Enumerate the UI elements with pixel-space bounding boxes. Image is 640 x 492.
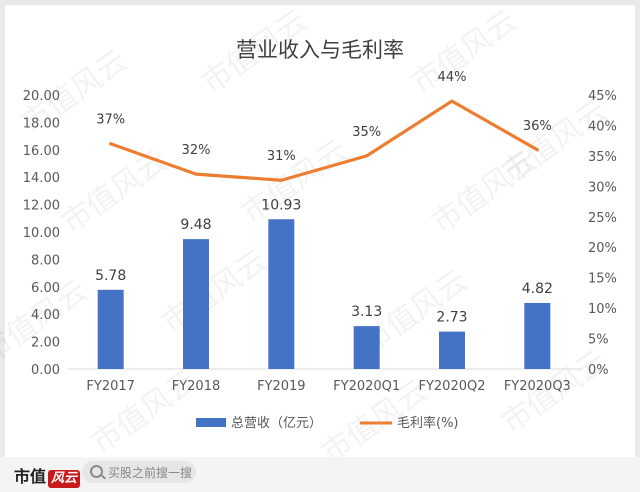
chart-title: 营业收入与毛利率 bbox=[236, 38, 404, 62]
left-axis-tick: 16.00 bbox=[23, 144, 60, 159]
footer-bar: 市值 风云 买股之前搜一搜 bbox=[0, 457, 640, 492]
gross-margin-point bbox=[194, 172, 198, 176]
right-axis: 0% 5% 10% 15% 20% 25% 30% 35% 40% 45% bbox=[588, 89, 617, 378]
x-axis-tick: FY2019 bbox=[257, 379, 306, 394]
legend-label-revenue: 总营收（亿元） bbox=[231, 416, 322, 431]
logo-text: 市值 bbox=[14, 467, 47, 486]
gross-margin-label: 35% bbox=[352, 125, 381, 140]
revenue-bar-label: 4.82 bbox=[522, 281, 553, 297]
right-axis-tick: 10% bbox=[588, 302, 617, 317]
gross-margin-point bbox=[279, 178, 283, 182]
revenue-bar-label: 2.73 bbox=[436, 310, 467, 326]
left-axis-tick: 14.00 bbox=[23, 171, 60, 186]
revenue-bar-label: 3.13 bbox=[351, 304, 382, 320]
revenue-bar-label: 9.48 bbox=[180, 217, 211, 233]
watermark-text: 市值风云 bbox=[235, 133, 353, 230]
gross-margin-point bbox=[109, 142, 113, 146]
x-axis-tick: FY2018 bbox=[172, 379, 221, 394]
bar-labels: 5.78 9.48 10.93 3.13 2.73 4.82 bbox=[95, 197, 553, 325]
x-axis-tick: FY2020Q3 bbox=[504, 379, 571, 394]
left-axis-tick: 4.00 bbox=[31, 308, 60, 323]
right-axis-tick: 40% bbox=[588, 119, 617, 134]
left-axis-tick: 6.00 bbox=[31, 281, 60, 296]
revenue-bar-label: 10.93 bbox=[261, 197, 301, 213]
watermark-text: 市值风云 bbox=[405, 3, 523, 100]
right-axis-tick: 0% bbox=[588, 363, 609, 378]
legend-swatch-revenue bbox=[196, 418, 226, 427]
left-axis-tick: 2.00 bbox=[31, 336, 60, 351]
right-axis-tick: 15% bbox=[588, 272, 617, 287]
watermark-text: 市值风云 bbox=[495, 93, 613, 190]
revenue-bar bbox=[268, 219, 295, 369]
right-axis-tick: 45% bbox=[588, 89, 617, 104]
right-axis-tick: 30% bbox=[588, 180, 617, 195]
logo-accent: 风云 bbox=[48, 470, 81, 488]
brand-logo[interactable]: 市值 风云 bbox=[14, 463, 81, 488]
left-axis-tick: 10.00 bbox=[23, 226, 60, 241]
bar-series bbox=[97, 219, 551, 369]
right-axis-tick: 5% bbox=[588, 333, 609, 348]
gross-margin-label: 37% bbox=[96, 113, 125, 128]
search-placeholder: 买股之前搜一搜 bbox=[108, 466, 193, 480]
gross-margin-label: 44% bbox=[438, 70, 467, 85]
revenue-bar bbox=[97, 289, 124, 369]
legend-label-margin: 毛利率(%) bbox=[397, 415, 459, 431]
right-axis-tick: 20% bbox=[588, 241, 617, 256]
revenue-bar bbox=[439, 331, 465, 369]
chart-card bbox=[5, 5, 635, 457]
left-axis-tick: 8.00 bbox=[31, 253, 60, 268]
revenue-bar bbox=[524, 302, 551, 369]
gross-margin-line bbox=[109, 99, 539, 182]
revenue-bar bbox=[183, 239, 209, 369]
watermark-text: 市值风云 bbox=[155, 243, 273, 340]
search-box[interactable]: 买股之前搜一搜 bbox=[82, 461, 196, 483]
x-axis-tick: FY2020Q2 bbox=[418, 379, 485, 394]
gross-margin-point bbox=[535, 148, 539, 152]
line-series bbox=[109, 99, 539, 182]
right-axis-tick: 35% bbox=[588, 150, 617, 165]
gross-margin-label: 31% bbox=[267, 149, 296, 164]
revenue-bar bbox=[353, 326, 380, 369]
watermark-text: 市值风云 bbox=[55, 143, 173, 240]
gross-margin-point bbox=[450, 99, 454, 103]
revenue-bar-label: 5.78 bbox=[95, 268, 126, 284]
right-axis-tick: 25% bbox=[588, 211, 617, 226]
gross-margin-point bbox=[365, 154, 369, 158]
left-axis-tick: 20.00 bbox=[23, 89, 60, 104]
left-axis-tick: 0.00 bbox=[31, 363, 60, 378]
search-icon bbox=[90, 465, 103, 478]
x-axis-tick: FY2020Q1 bbox=[333, 379, 400, 394]
gross-margin-label: 36% bbox=[523, 119, 552, 134]
left-axis-tick: 12.00 bbox=[23, 199, 60, 214]
gross-margin-label: 32% bbox=[182, 143, 211, 158]
left-axis-tick: 18.00 bbox=[23, 116, 60, 131]
x-axis-tick: FY2017 bbox=[86, 379, 135, 394]
x-axis-ticks: FY2017 FY2018 FY2019 FY2020Q1 FY2020Q2 FY2020… bbox=[86, 379, 570, 394]
legend: 总营收（亿元） 毛利率(%) bbox=[196, 415, 459, 431]
left-axis: 0.00 2.00 4.00 6.00 8.00 10.00 12.00 14.00 16.00… bbox=[23, 89, 60, 378]
line-labels: 37% 32% 31% 35% 44% 36% bbox=[96, 70, 552, 164]
